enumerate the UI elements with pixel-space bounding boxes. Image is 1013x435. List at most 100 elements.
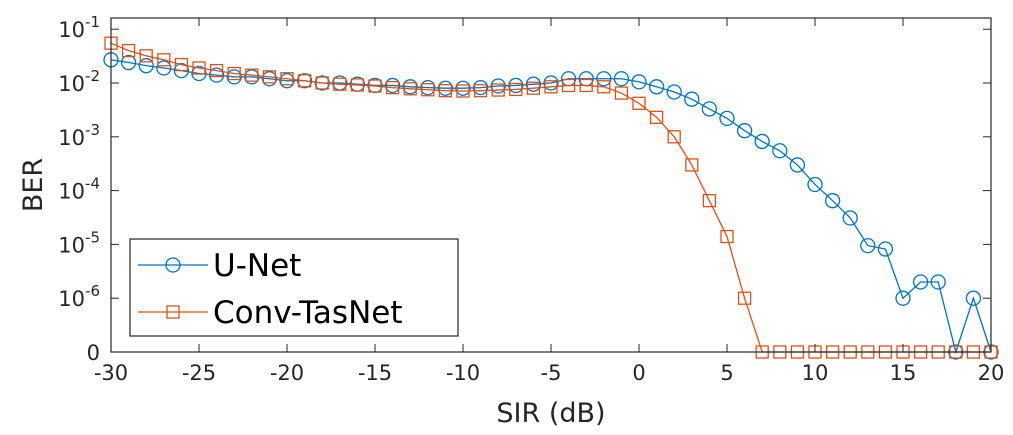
data-point-conv-tasnet [139,49,153,63]
data-point-u-net [120,54,137,71]
data-point-conv-tasnet [245,68,259,82]
data-point-u-net [279,73,295,89]
data-point-conv-tasnet [509,82,523,97]
data-point-conv-tasnet [685,158,699,172]
data-point-conv-tasnet [597,80,611,94]
x-tick-labels: -30 -25 -20 -15 -10 -5 0 5 10 15 20 [94,361,1005,385]
data-point-conv-tasnet [438,84,453,98]
plot-frame [110,17,992,353]
y-tick-label: 10-2 [58,67,100,96]
legend-label-unet: U-Net [213,248,301,284]
data-point-u-net [173,62,190,79]
data-point-u-net [525,76,542,92]
data-point-u-net [613,71,630,87]
y-tick-base: 10 [58,18,85,42]
data-point-u-net [772,143,788,159]
legend-marker-unet [165,257,181,273]
data-point-u-net [666,84,682,100]
data-point-u-net [842,210,858,226]
y-tick-label: 10-1 [58,13,100,42]
data-point-conv-tasnet [491,83,505,97]
data-point-u-net [455,80,471,96]
y-tick-base: 10 [58,233,85,257]
data-point-conv-tasnet [456,84,470,98]
data-point-u-net [138,58,154,74]
x-axis-label: SIR (dB) [496,398,605,429]
y-tick-base: 10 [58,126,85,150]
data-point-u-net [912,274,929,290]
data-point-u-net [208,67,225,83]
data-point-conv-tasnet [702,194,717,208]
data-point-u-net [648,79,665,95]
data-point-conv-tasnet [280,72,294,86]
data-point-conv-tasnet [544,80,558,94]
data-point-conv-tasnet [315,76,329,90]
data-point-conv-tasnet [333,77,347,91]
y-tick-label: 10-6 [58,282,100,311]
data-point-u-net [684,91,700,107]
data-point-conv-tasnet [174,57,189,72]
data-point-conv-tasnet [649,110,664,124]
data-point-u-net [701,101,718,117]
y-tick-label: 10-4 [58,175,100,204]
y-tick-base: 0 [87,341,100,365]
x-tick-label: -5 [541,361,562,385]
data-point-conv-tasnet [385,80,400,95]
x-tick-label: -15 [358,361,392,385]
x-tick-label: -20 [270,361,304,385]
legend-label-convtasnet: Conv-TasNet [213,295,402,331]
y-tick-exponent: -2 [85,67,100,85]
y-tick-labels: 010-610-510-410-310-210-1 [58,13,100,365]
data-point-conv-tasnet [368,79,382,93]
data-point-u-net [789,157,806,173]
data-point-conv-tasnet [350,78,365,92]
data-point-conv-tasnet [720,229,734,244]
series-layer [103,36,999,360]
x-tick-label: 20 [978,361,1005,385]
x-tick-label: 15 [890,361,917,385]
data-point-u-net [420,79,436,96]
data-point-u-net [860,237,876,254]
y-tick-label: 0 [87,341,100,365]
y-tick-exponent: -6 [85,282,100,300]
x-tick-label: 0 [632,361,645,385]
data-point-conv-tasnet [157,53,171,67]
data-point-u-net [472,79,489,96]
x-tick-label: -30 [94,361,128,385]
data-point-conv-tasnet [561,78,576,93]
data-point-u-net [191,65,207,82]
x-tick-label: -25 [182,361,216,385]
data-point-u-net [384,77,401,94]
legend-box [129,238,459,337]
y-tick-exponent: -1 [85,13,100,31]
data-point-conv-tasnet [262,70,277,84]
x-tick-label: 5 [720,361,733,385]
data-point-u-net [965,290,982,306]
data-point-conv-tasnet [121,43,136,58]
data-point-u-net [296,73,313,89]
data-point-conv-tasnet [227,66,241,81]
y-axis-label: BER [18,158,49,212]
data-point-u-net [490,78,506,94]
x-tick-label: -10 [446,361,480,385]
data-point-conv-tasnet [209,63,224,78]
data-point-u-net [754,133,770,150]
data-point-u-net [631,74,647,90]
y-tick-base: 10 [58,180,85,204]
data-point-conv-tasnet [192,61,206,75]
x-tick-label: 10 [802,361,829,385]
data-point-u-net [261,71,278,87]
data-point-conv-tasnet [737,291,752,305]
data-point-u-net [824,193,841,209]
data-point-u-net [437,80,454,96]
y-tick-label: 10-3 [58,121,100,150]
data-point-conv-tasnet [579,78,593,93]
data-point-conv-tasnet [667,130,681,144]
data-point-u-net [543,75,559,91]
data-point-u-net [244,69,260,85]
y-tick-base: 10 [58,287,85,311]
data-point-u-net [877,241,894,257]
data-point-conv-tasnet [614,86,629,100]
data-point-u-net [719,110,735,127]
y-tick-label: 10-5 [58,228,100,257]
